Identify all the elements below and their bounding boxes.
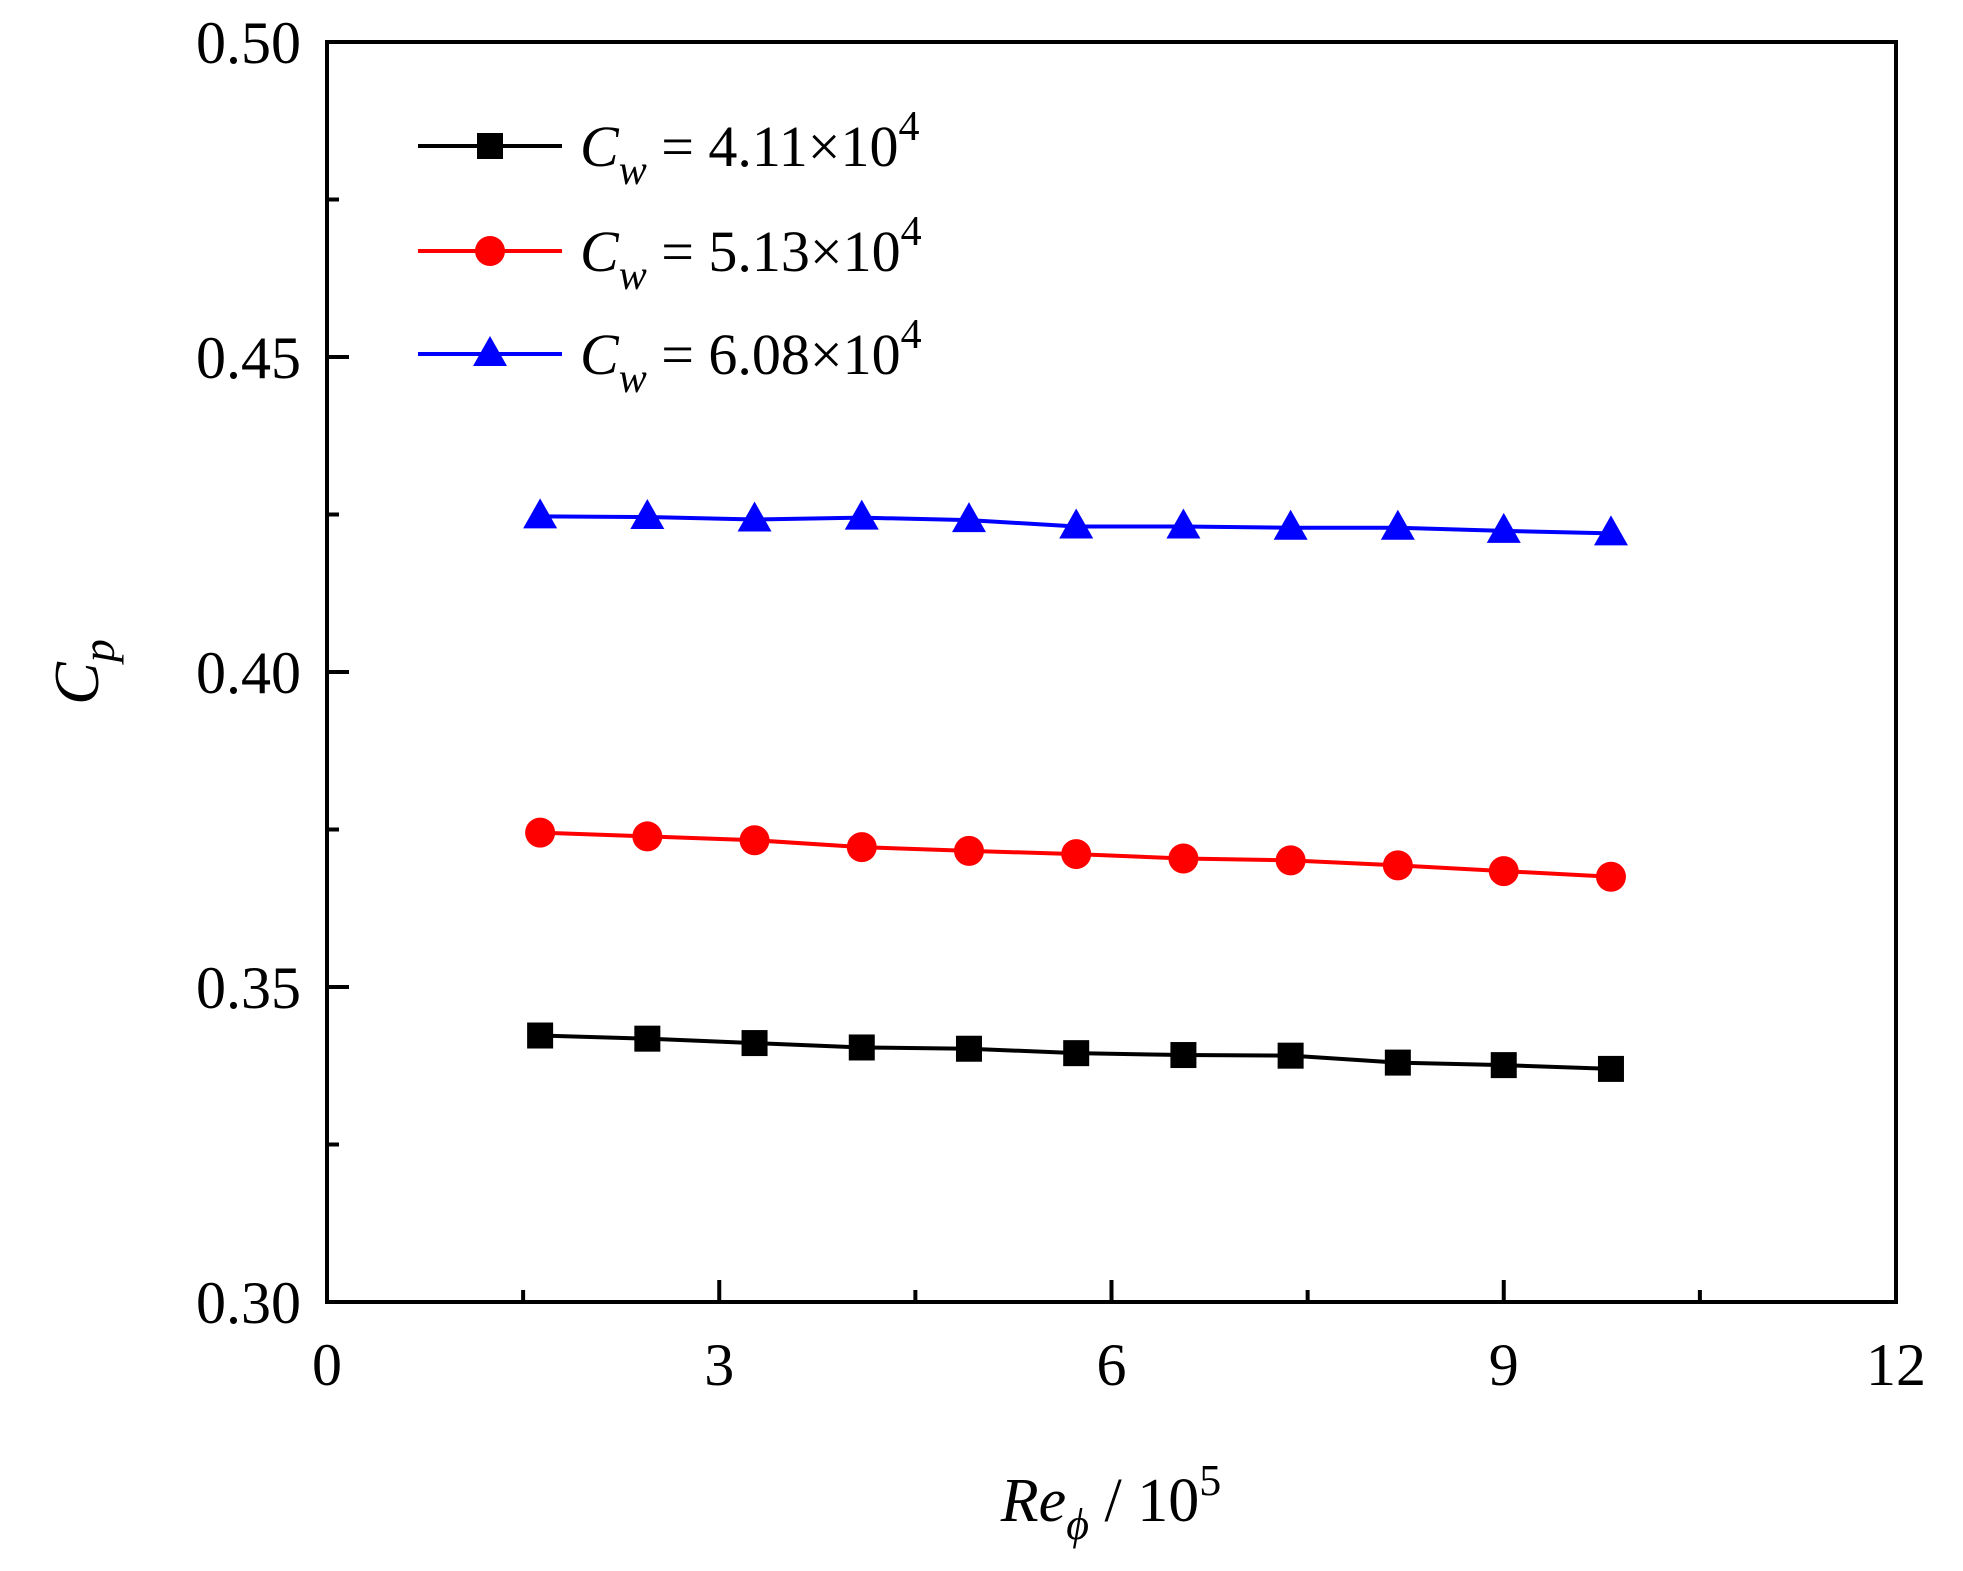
data-point (523, 498, 558, 529)
legend-marker (473, 336, 507, 366)
data-point (1275, 845, 1306, 876)
legend-item: Cw = 6.08×104 (418, 312, 922, 402)
data-point (741, 1030, 768, 1057)
data-point (1168, 843, 1199, 874)
legend-label: Cw = 6.08×104 (580, 312, 922, 402)
legend-label: Cw = 5.13×104 (580, 209, 922, 299)
data-point (634, 1025, 661, 1052)
y-tick-label: 0.50 (196, 10, 301, 76)
x-tick-label: 3 (704, 1332, 734, 1398)
data-point (953, 835, 984, 866)
data-point (846, 832, 877, 863)
plot-frame (325, 40, 1898, 1304)
data-point (1488, 856, 1519, 887)
x-tick-label: 6 (1097, 1332, 1127, 1398)
x-tick-label: 9 (1489, 1332, 1519, 1398)
data-point (1273, 509, 1308, 540)
data-point (1380, 509, 1415, 540)
data-point (1063, 1040, 1090, 1067)
y-axis-title: Cp (41, 639, 124, 705)
data-point (848, 1034, 875, 1061)
data-point (1490, 1052, 1517, 1079)
data-point (1061, 839, 1092, 870)
y-tick-label: 0.35 (196, 955, 301, 1021)
x-axis-title: Reϕ / 105 (1000, 1456, 1221, 1549)
data-point (1597, 1055, 1624, 1082)
legend-item: Cw = 5.13×104 (418, 209, 922, 299)
data-point (1170, 1042, 1197, 1069)
legend-label: Cw = 4.11×104 (580, 104, 919, 194)
series-2 (525, 817, 1626, 892)
legend-item: Cw = 4.11×104 (418, 104, 919, 194)
data-point (955, 1035, 982, 1062)
data-point (1166, 508, 1201, 539)
data-point (630, 499, 665, 530)
data-point (527, 1022, 554, 1049)
data-point (1382, 850, 1413, 881)
series-layer (523, 498, 1628, 1082)
data-point (1486, 512, 1521, 543)
data-point (739, 825, 770, 856)
data-point (1384, 1049, 1411, 1076)
legend-marker (475, 236, 505, 266)
legend-marker (477, 133, 503, 159)
data-point (737, 501, 772, 532)
y-tick-label: 0.30 (196, 1270, 301, 1336)
data-point (632, 821, 663, 852)
x-tick-label: 0 (312, 1332, 342, 1398)
data-point (1059, 508, 1094, 539)
axis-tick-labels: 0 3 6 9 12 0.30 0.35 0.40 0.45 0.50 (196, 10, 1926, 1398)
legend: Cw = 4.11×104 Cw = 5.13×104 Cw = 6.08×104 (418, 104, 922, 402)
series-1 (527, 1022, 1624, 1082)
data-point (525, 817, 556, 848)
data-point (1595, 861, 1626, 892)
series-3 (523, 498, 1628, 546)
data-point (1277, 1042, 1304, 1069)
y-tick-label: 0.45 (196, 325, 301, 391)
data-point (1593, 515, 1628, 546)
axis-ticks (327, 197, 1702, 1302)
data-point (844, 499, 879, 530)
data-point (951, 502, 986, 533)
y-tick-label: 0.40 (196, 640, 301, 706)
x-tick-label: 12 (1866, 1332, 1926, 1398)
